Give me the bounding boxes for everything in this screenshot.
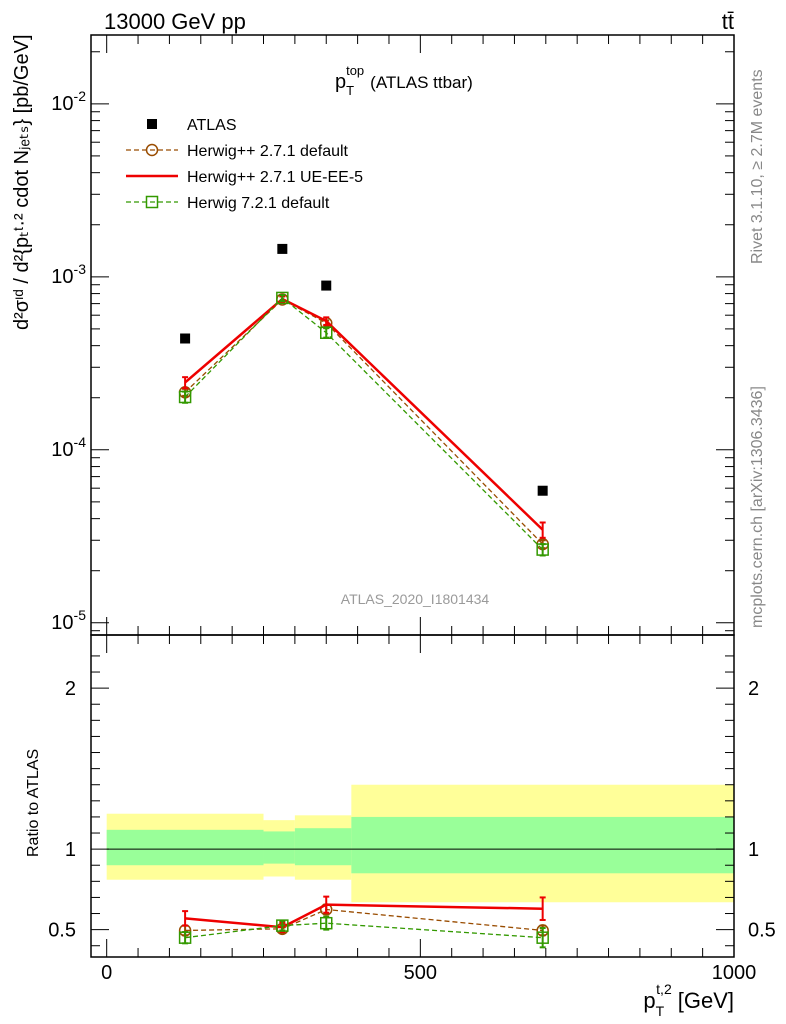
main-y-tick-label-exponent: -3 (74, 261, 87, 277)
legend-entry: Herwig++ 2.7.1 default (126, 143, 349, 160)
main-data-point (537, 485, 548, 496)
main-data-point (180, 333, 191, 344)
main-data-point (321, 280, 332, 291)
main-plot-panel: 10-210-310-410-5 pTtop(ATLAS ttbar) ATLA… (11, 34, 735, 636)
legend-label: ATLAS (187, 117, 237, 134)
ratio-data-point (319, 916, 333, 930)
main-series-line (184, 297, 544, 551)
x-axis-label-superscript: t,2 (656, 981, 672, 997)
ratio-plot-frame (90, 634, 735, 958)
ratio-band-inner (263, 831, 295, 864)
legend-label: Herwig++ 2.7.1 UE-EE-5 (187, 169, 363, 186)
legend-marker (147, 119, 157, 129)
ratio-series (178, 915, 549, 949)
x-axis-label-unit: [GeV] (678, 988, 734, 1013)
ratio-y-tick-label-right: 2 (748, 678, 759, 700)
legend: ATLAS Herwig++ 2.7.1 default Herwig++ 2.7.… (126, 117, 363, 212)
mcplots-source-label: mcplots.cern.ch [arXiv:1306.3436] (749, 386, 766, 628)
main-data-point (319, 326, 333, 339)
main-y-tick-label: 10-3 (51, 261, 86, 288)
ratio-data-point (276, 919, 289, 932)
legend-marker (145, 143, 159, 157)
plot-title: pTtop (ATLAS ttbar) (335, 63, 473, 98)
main-plot-axes: 10-210-310-410-5 (51, 35, 735, 635)
main-y-tick-label: 10-2 (51, 88, 86, 115)
legend-entry: Herwig++ 2.7.1 UE-EE-5 (126, 169, 363, 186)
legend-label: Herwig++ 2.7.1 default (187, 143, 349, 160)
main-y-axis-label: d²σᶦᵈ / d²{pₜᵗ·² cdot Nⱼₑₜₛ} [pb/GeV] (11, 34, 33, 330)
ratio-y-tick-label: 2 (65, 678, 76, 700)
ratio-data-point (178, 931, 192, 944)
plot-title-superscript: top (346, 63, 364, 78)
x-tick-label: 1000 (712, 962, 757, 984)
main-y-tick-label-base: 10 (51, 266, 73, 288)
ratio-band-inner (351, 816, 734, 874)
ratio-plot-marks (106, 784, 734, 949)
ratio-series-line (185, 922, 543, 939)
ratio-plot-axes: 0.5 0.5 1 1 2 2 0 500 1000 (48, 635, 776, 984)
ratio-y-axis-label: Ratio to ATLAS (25, 749, 42, 857)
main-y-tick-label-exponent: -5 (74, 607, 87, 623)
ratio-series (182, 895, 546, 934)
main-data-point (276, 291, 289, 305)
legend-label: Herwig 7.2.1 default (187, 195, 330, 212)
ratio-y-tick-label: 1 (65, 839, 76, 861)
ratio-y-tick-label-right: 1 (748, 839, 759, 861)
x-axis-label-subscript: T (656, 1003, 665, 1019)
x-tick-label: 500 (404, 962, 437, 984)
plot-title-rest: (ATLAS ttbar) (370, 73, 473, 92)
ratio-band-inner (294, 828, 352, 866)
main-data-point (536, 543, 549, 556)
main-plot-marks (178, 243, 549, 557)
header-energy-label: 13000 GeV pp (104, 9, 246, 34)
rivet-version-label: Rivet 3.1.10, ≥ 2.7M events (749, 69, 766, 264)
x-axis-label: pTt,2 [GeV] (643, 981, 734, 1019)
main-series (180, 243, 548, 496)
ratio-series-line (184, 903, 543, 929)
ratio-y-tick-label-right: 0.5 (748, 920, 776, 942)
main-y-tick-label-base: 10 (51, 612, 73, 634)
main-series (178, 293, 549, 551)
main-series-line (184, 297, 544, 531)
main-y-tick-label-base: 10 (51, 439, 73, 461)
main-series (178, 291, 549, 557)
x-tick-label: 0 (101, 962, 112, 984)
ratio-y-tick-label: 0.5 (48, 920, 76, 942)
plot-title-main: p (335, 71, 346, 93)
legend-entry: Herwig 7.2.1 default (126, 195, 330, 212)
main-data-point (178, 390, 192, 404)
ratio-band-inner (106, 829, 264, 866)
ratio-series-line (185, 908, 543, 932)
analysis-watermark: ATLAS_2020_I1801434 (341, 591, 490, 607)
main-series (182, 294, 546, 539)
main-series-line (184, 298, 544, 545)
main-y-tick-label: 10-5 (51, 607, 86, 634)
main-y-tick-label-exponent: -4 (74, 434, 87, 450)
x-axis-label-main: p (643, 988, 655, 1013)
plot-title-subscript: T (346, 83, 354, 98)
main-data-point (277, 243, 288, 254)
ratio-data-point (536, 931, 549, 944)
header-process-label: tt̄ (722, 9, 734, 34)
main-y-tick-label: 10-4 (51, 434, 86, 461)
legend-marker (145, 195, 159, 209)
main-y-tick-label-exponent: -2 (74, 88, 87, 104)
main-y-tick-label-base: 10 (51, 93, 73, 115)
legend-entry: ATLAS (147, 117, 237, 134)
ratio-plot-panel: 0.5 0.5 1 1 2 2 0 500 1000 Ratio to ATLAS pTt,2 [… (25, 634, 776, 1019)
